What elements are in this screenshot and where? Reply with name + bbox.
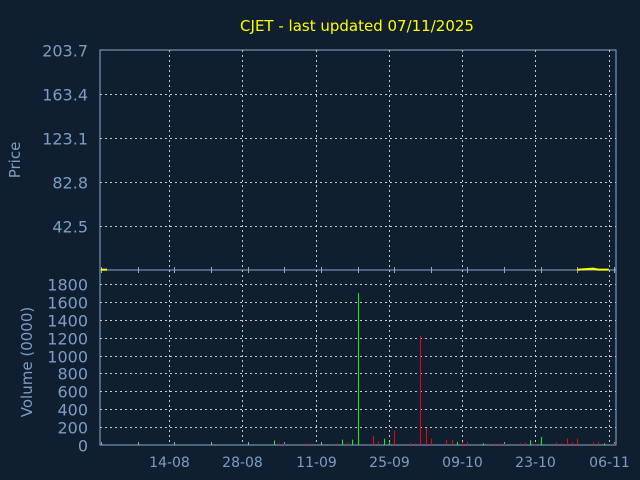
volume-tick-label: 600 bbox=[57, 383, 88, 402]
price-tick-label: 42.5 bbox=[52, 218, 88, 237]
volume-tick-label: 1400 bbox=[47, 312, 88, 331]
volume-tick-label: 800 bbox=[57, 365, 88, 384]
x-tick-label: 09-10 bbox=[442, 455, 483, 471]
volume-tick-label: 0 bbox=[78, 437, 88, 456]
price-tick-label: 203.7 bbox=[42, 42, 88, 61]
price-tick-label: 163.4 bbox=[42, 86, 88, 105]
x-tick-label: 28-08 bbox=[222, 455, 263, 471]
chart-title: CJET - last updated 07/11/2025 bbox=[240, 17, 474, 35]
volume-tick-label: 1200 bbox=[47, 330, 88, 349]
x-tick-label: 11-09 bbox=[296, 455, 337, 471]
volume-tick-label: 1000 bbox=[47, 348, 88, 367]
x-tick-label: 14-08 bbox=[149, 455, 190, 471]
volume-tick-label: 1600 bbox=[47, 294, 88, 313]
price-tick-label: 82.8 bbox=[52, 174, 88, 193]
price-tick-label: 123.1 bbox=[42, 130, 88, 149]
volume-tick-label: 200 bbox=[57, 419, 88, 438]
price-axis-label: Price bbox=[6, 142, 24, 179]
price-line bbox=[577, 267, 609, 271]
x-tick-label: 23-10 bbox=[515, 455, 556, 471]
x-tick-label: 25-09 bbox=[369, 455, 410, 471]
volume-tick-label: 1800 bbox=[47, 276, 88, 295]
volume-tick-label: 400 bbox=[57, 401, 88, 420]
price-plot-frame bbox=[99, 49, 617, 271]
x-tick-label: 06-11 bbox=[589, 455, 630, 471]
volume-axis-label: Volume (0000) bbox=[18, 307, 36, 417]
